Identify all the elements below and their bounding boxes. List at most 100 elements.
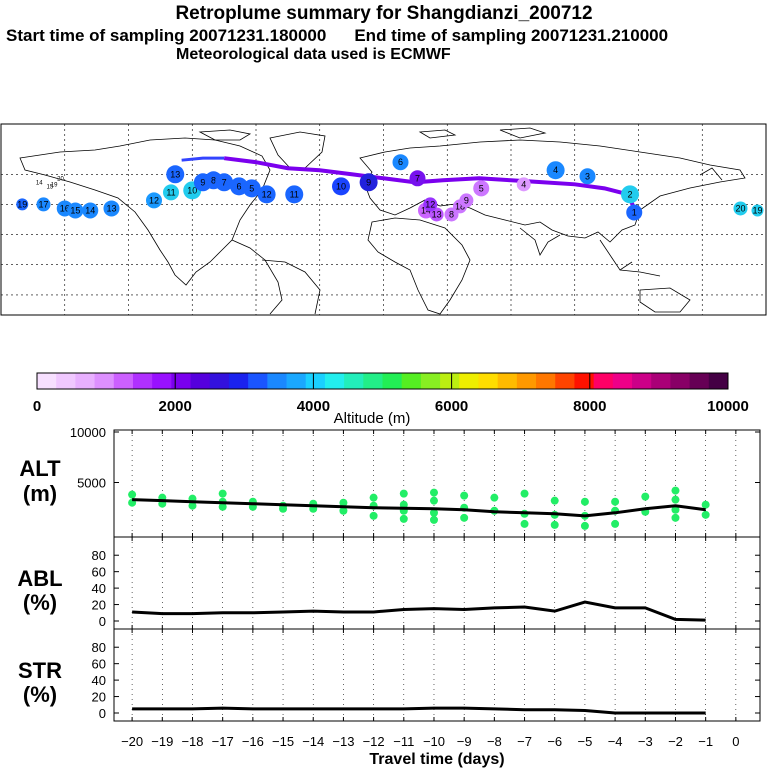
map-cluster: 17 [36, 197, 51, 212]
particle-altitude-point [701, 500, 710, 509]
x-tick-label: −16 [242, 734, 264, 749]
str-title: STR [18, 658, 62, 683]
particle-altitude-point [339, 506, 348, 515]
map-cluster: 9 [459, 193, 474, 208]
cluster-marker [285, 185, 304, 204]
alt-line [132, 498, 706, 518]
particle-altitude-point [429, 508, 438, 517]
particle-altitude-point [611, 497, 620, 506]
cluster-marker [621, 185, 639, 204]
colorbar-cell [670, 373, 691, 389]
cluster-label: 10 [336, 181, 346, 191]
particle-altitude-point [671, 486, 680, 495]
alt-panel: 5000 10000 ALT(m) [19, 425, 761, 538]
colorbar-cell [344, 373, 364, 389]
x-axis-label: Travel time (days) [369, 751, 504, 768]
cluster-label: 13 [432, 209, 442, 219]
x-tick-label: −11 [393, 734, 414, 749]
cluster-marker [516, 177, 531, 192]
colorbar-tick-label: 4000 [297, 398, 330, 415]
cluster-marker [751, 204, 764, 217]
particle-altitude-point [369, 511, 378, 520]
cluster-marker [392, 154, 409, 171]
particle-altitude-point [279, 504, 288, 513]
particle-altitude-point [580, 521, 589, 530]
cluster-label: 9 [464, 195, 469, 205]
cluster-label: 13 [106, 203, 116, 213]
cluster-label: 12 [149, 195, 159, 205]
alt-title: ALT [19, 456, 61, 481]
colorbar-cell [708, 373, 729, 389]
map-cluster: 10 [332, 177, 350, 196]
colorbar-cell [516, 373, 537, 389]
y-tick-label: 40 [92, 581, 106, 596]
cluster-small-label: 20 [57, 176, 64, 182]
particle-altitude-point [399, 489, 408, 498]
particle-altitude-point [339, 498, 348, 507]
cluster-marker [242, 179, 261, 198]
cluster-label: 7 [222, 177, 227, 187]
map-tracks [181, 156, 641, 220]
cluster-marker [444, 207, 459, 222]
y-tick-label: 80 [92, 548, 106, 563]
x-tick-label: −9 [457, 734, 472, 749]
particle-altitude-point [460, 491, 469, 500]
y-tick-label: 20 [92, 690, 106, 705]
colorbar-cell [190, 373, 211, 389]
cluster-label: 8 [449, 209, 454, 219]
cluster-marker [626, 204, 643, 221]
cluster-marker [146, 192, 162, 209]
particle-altitude-point [520, 519, 529, 528]
colorbar-cell [37, 373, 57, 389]
particle-altitude-point [550, 520, 559, 529]
map-cluster: 7 [409, 170, 426, 187]
cluster-label: 7 [415, 173, 420, 183]
cluster-marker [67, 202, 84, 219]
cluster-marker [409, 170, 426, 187]
colorbar-cell [593, 373, 614, 389]
colorbar-cells [37, 373, 729, 389]
y-tick-label: 10000 [70, 425, 106, 440]
colorbar-cell [420, 373, 441, 389]
abl-title: ABL [17, 566, 62, 591]
cluster-marker [423, 197, 438, 212]
cluster-label: 5 [479, 183, 484, 193]
map-coastlines [19, 127, 746, 315]
x-tick-label: −14 [302, 734, 324, 749]
particle-altitude-point [460, 513, 469, 522]
x-tick-label: 0 [732, 734, 739, 749]
str-line [132, 706, 706, 715]
particle-altitude-point [399, 500, 408, 509]
map-cluster: 12 [146, 192, 162, 209]
cluster-marker [103, 200, 120, 217]
colorbar-cell [152, 373, 172, 389]
cluster-label: 6 [236, 181, 241, 191]
map-cluster: 13 [166, 165, 185, 184]
colorbar-cell [248, 373, 268, 389]
colorbar-label: Altitude (m) [334, 410, 411, 427]
x-tick-label: −5 [578, 734, 593, 749]
x-axis: −20 −19 −18 −17 −16 −15 −14 −13 −12 −11 −10 −9 −8 −7−… [121, 734, 739, 749]
colorbar-cell [689, 373, 710, 389]
cluster-marker [473, 180, 490, 197]
abl-line [132, 600, 706, 622]
colorbar-cell [56, 373, 76, 389]
particle-altitude-point [580, 497, 589, 506]
map-cluster: 2 [621, 185, 639, 204]
cluster-small-label: 19 [51, 182, 58, 188]
particle-altitude-point [399, 514, 408, 523]
chart-title: Retroplume summary for Shangdianzi_20071… [175, 3, 593, 24]
cluster-label: 8 [211, 175, 216, 185]
cluster-small-label: 15 [47, 184, 54, 190]
cluster-marker [166, 165, 185, 184]
colorbar-cell [632, 373, 652, 389]
abl-units: (%) [23, 590, 57, 615]
colorbar-tick-label: 6000 [435, 398, 468, 415]
time-series-panels: 500010000ALT(m)020406080ABL(%)020406080S… [17, 425, 761, 722]
cluster-label: 12 [262, 189, 272, 199]
colorbar-cell [305, 373, 326, 389]
x-tick-label: −1 [698, 734, 713, 749]
